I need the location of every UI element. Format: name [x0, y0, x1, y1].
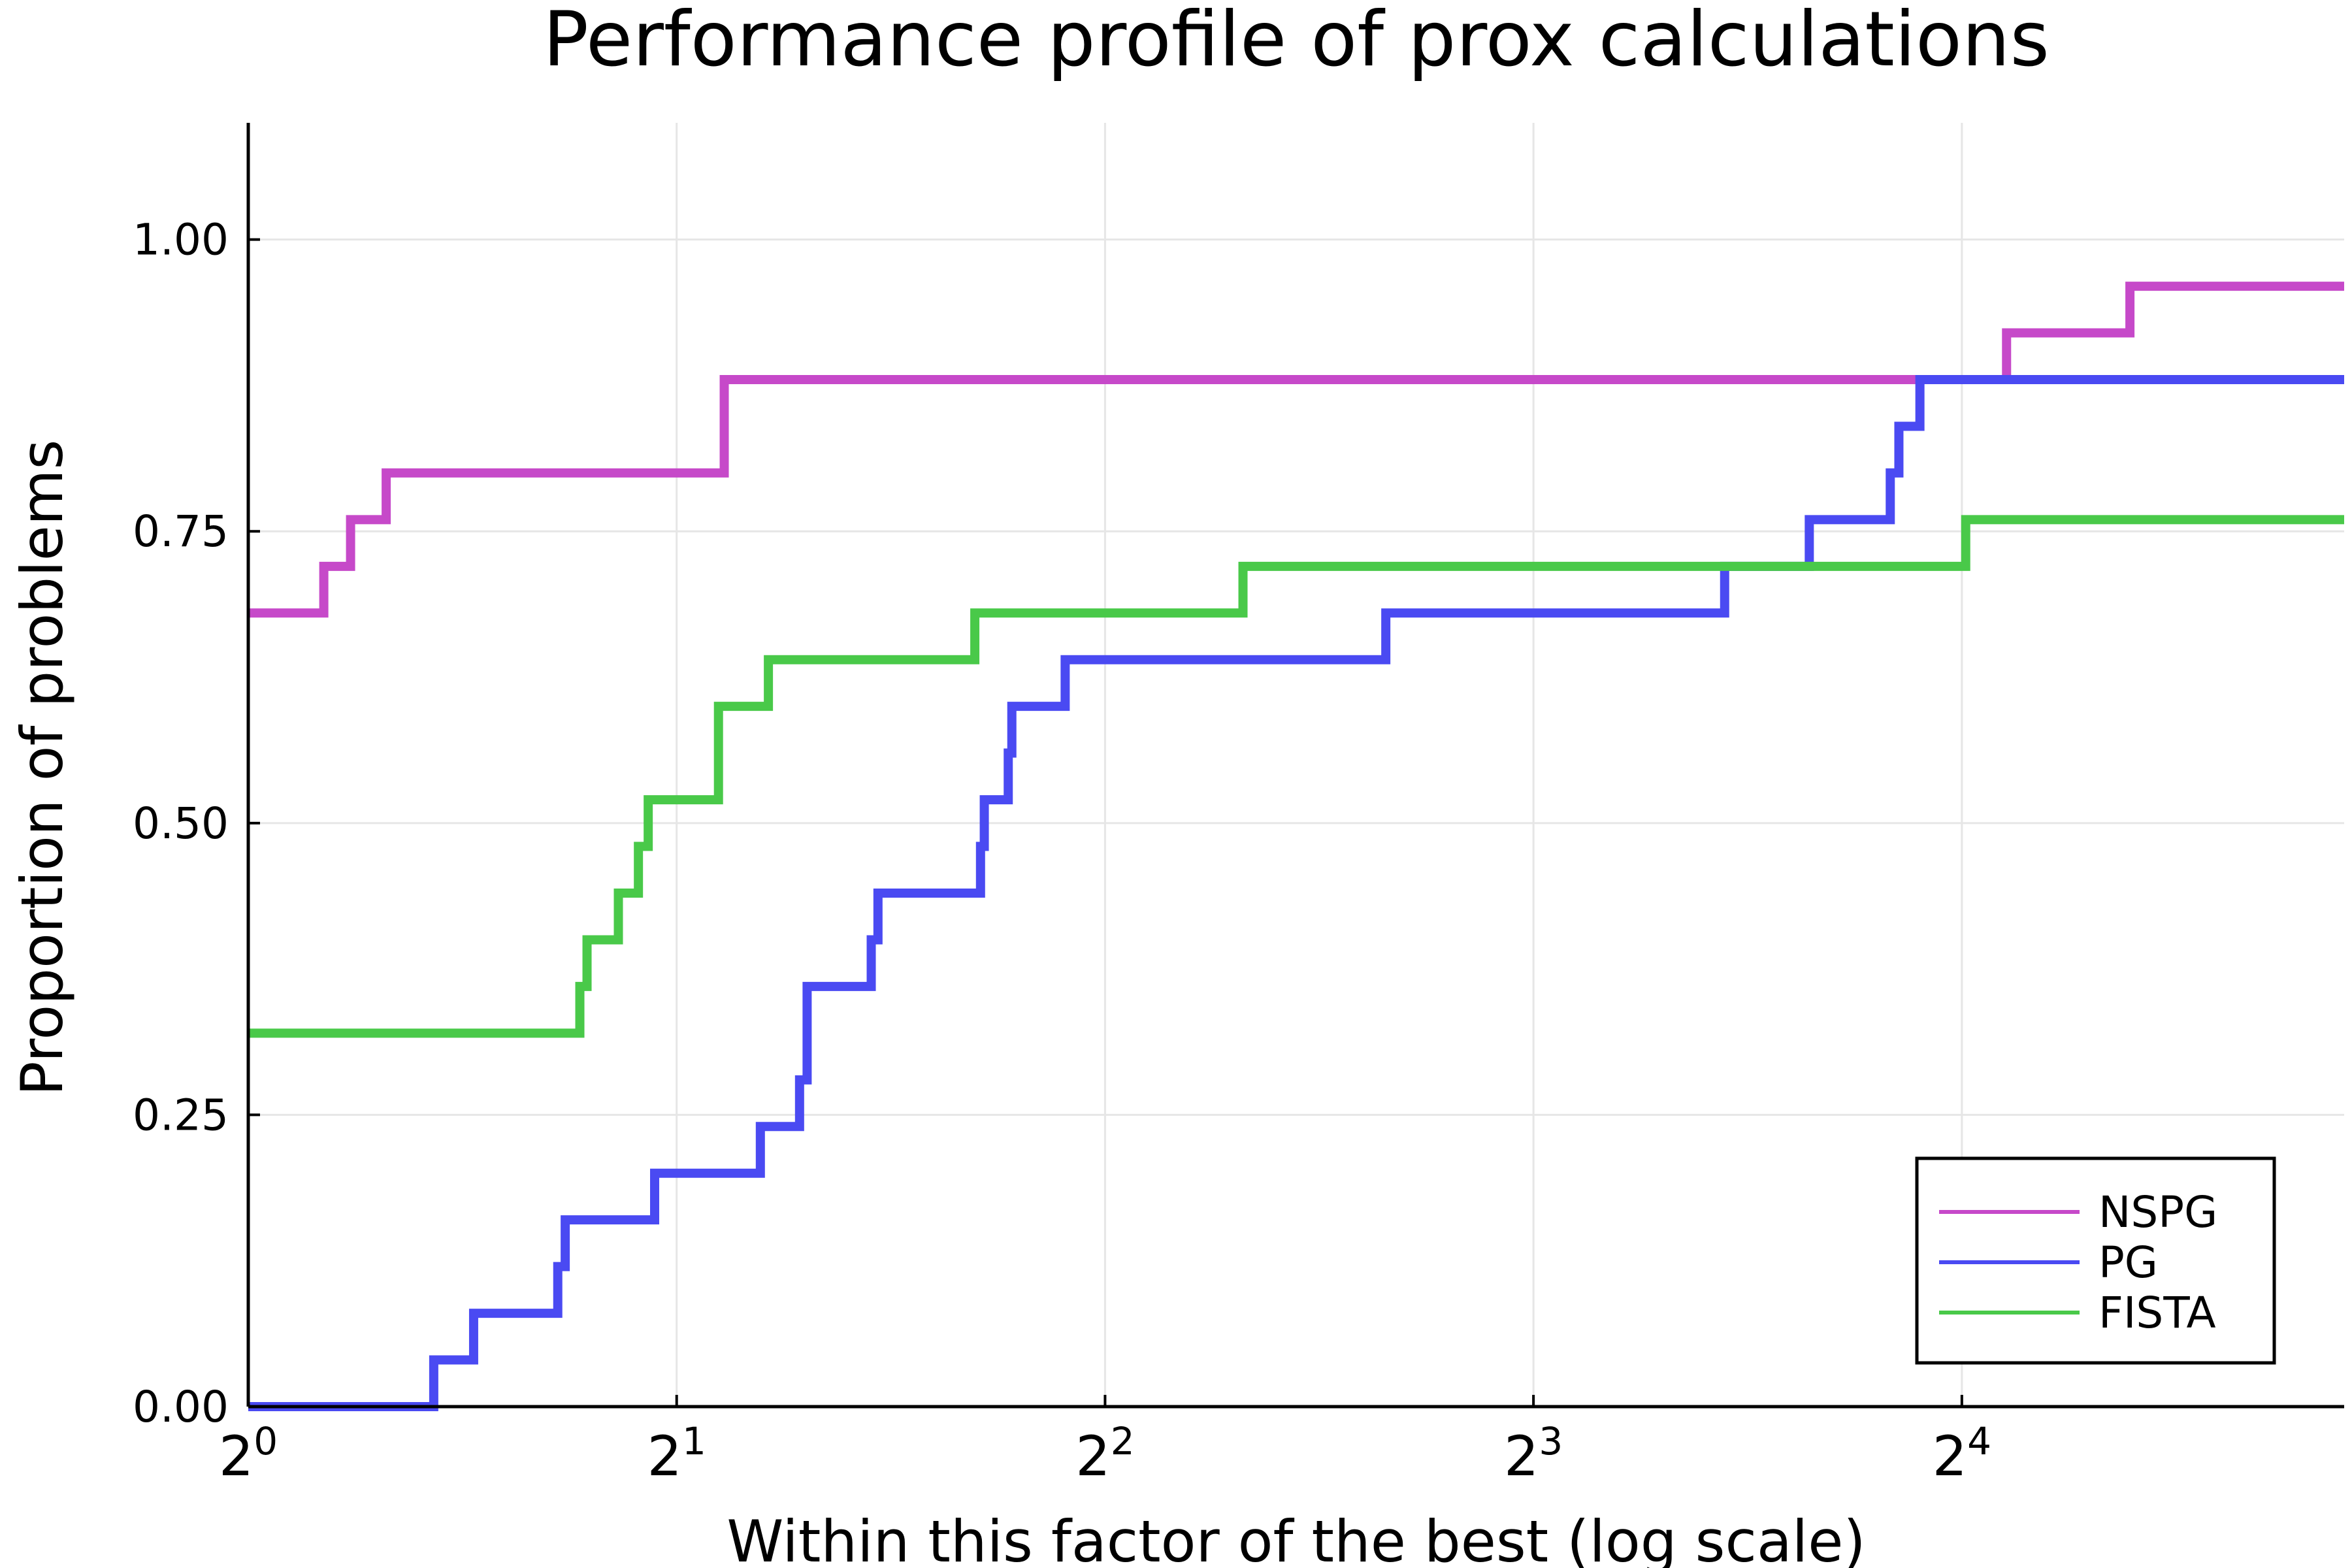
x-tick-base: 2 — [647, 1424, 682, 1488]
x-tick-label: 20 — [219, 1419, 278, 1488]
x-tick-exponent: 1 — [682, 1419, 706, 1463]
legend-label-nspg: NSPG — [2099, 1187, 2217, 1237]
axis-ticks: 20 21 22 23 240.000.250.500.751.00 — [133, 215, 1991, 1488]
series-line-nspg — [248, 282, 2344, 618]
x-tick-exponent: 0 — [253, 1419, 278, 1463]
x-axis-label: Within this factor of the best (log scal… — [727, 1508, 1865, 1568]
x-tick-base: 2 — [1075, 1424, 1110, 1488]
x-tick-base: 2 — [1504, 1424, 1539, 1488]
y-tick-label: 0.00 — [133, 1382, 229, 1432]
series-line-pg — [248, 375, 2344, 1411]
x-tick-exponent: 3 — [1539, 1419, 1563, 1463]
x-tick-label: 22 — [1075, 1419, 1134, 1488]
y-tick-label: 1.00 — [133, 215, 229, 265]
y-axis-label: Proportion of problems — [8, 440, 76, 1096]
series-line-fista — [248, 515, 2344, 1038]
legend-label-pg: PG — [2099, 1237, 2158, 1288]
chart-title: Performance profile of prox calculations — [543, 0, 2050, 84]
y-tick-label: 0.75 — [133, 506, 229, 557]
x-tick-base: 2 — [219, 1424, 253, 1488]
x-tick-label: 23 — [1504, 1419, 1563, 1488]
y-tick-label: 0.25 — [133, 1090, 229, 1140]
x-tick-exponent: 4 — [1967, 1419, 1991, 1463]
x-tick-base: 2 — [1933, 1424, 1967, 1488]
legend-label-fista: FISTA — [2099, 1288, 2216, 1338]
y-tick-label: 0.50 — [133, 798, 229, 849]
series-layer — [248, 282, 2344, 1411]
x-tick-label: 21 — [647, 1419, 706, 1488]
x-tick-label: 24 — [1933, 1419, 1991, 1488]
x-tick-exponent: 2 — [1111, 1419, 1135, 1463]
